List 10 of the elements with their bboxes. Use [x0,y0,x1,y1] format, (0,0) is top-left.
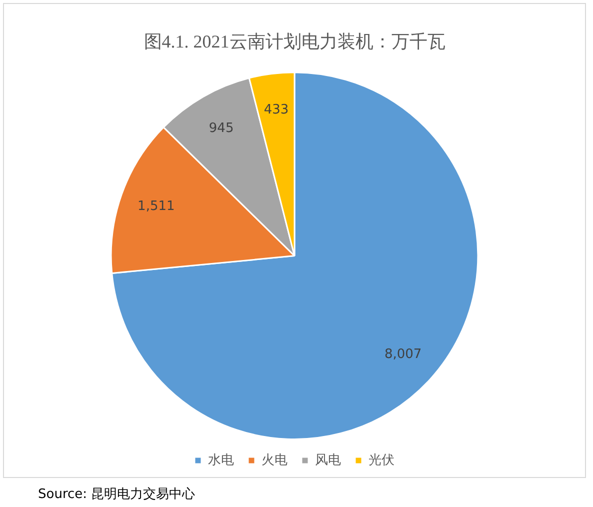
legend-label: 火电 [262,452,288,468]
data-label: 433 [264,102,289,118]
data-label: 8,007 [384,346,422,362]
legend-label: 光伏 [368,452,394,468]
legend-label: 水电 [208,452,234,468]
source-note: Source: 昆明电力交易中心 [38,486,196,503]
data-label: 945 [208,120,234,136]
data-label: 1,511 [138,199,175,214]
legend-label: 风电 [315,452,341,468]
chart-title: 图4.1. 2021云南计划电力装机：万千瓦 [144,32,446,52]
